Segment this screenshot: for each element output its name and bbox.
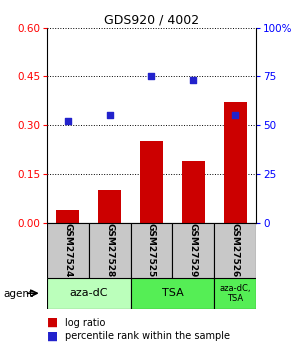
Text: ■: ■ (47, 330, 58, 343)
Bar (56, 209, 79, 223)
Bar (214, 278, 256, 309)
Bar (214, 223, 256, 278)
Bar (131, 278, 214, 309)
Text: GSM27526: GSM27526 (231, 223, 240, 277)
Bar (98, 190, 121, 223)
Point (149, 73, 154, 79)
Bar (47, 278, 131, 309)
Bar (131, 223, 172, 278)
Text: ■: ■ (47, 316, 58, 329)
Text: GSM27528: GSM27528 (105, 223, 114, 277)
Text: aza-dC,
TSA: aza-dC, TSA (219, 284, 251, 303)
Text: percentile rank within the sample: percentile rank within the sample (65, 332, 230, 341)
Text: GSM27529: GSM27529 (189, 223, 198, 277)
Point (233, 112, 238, 118)
Bar (47, 223, 89, 278)
Point (107, 112, 112, 118)
Point (191, 78, 196, 83)
Text: GSM27525: GSM27525 (147, 223, 156, 277)
Bar (224, 102, 247, 223)
Point (65, 118, 70, 124)
Text: GSM27524: GSM27524 (63, 223, 72, 277)
Bar (140, 141, 163, 223)
Text: log ratio: log ratio (65, 318, 105, 327)
Text: aza-dC: aza-dC (69, 288, 108, 298)
Bar (172, 223, 214, 278)
Title: GDS920 / 4002: GDS920 / 4002 (104, 13, 199, 27)
Bar (182, 161, 205, 223)
Text: agent: agent (3, 289, 33, 299)
Text: TSA: TSA (161, 288, 183, 298)
Bar (89, 223, 131, 278)
